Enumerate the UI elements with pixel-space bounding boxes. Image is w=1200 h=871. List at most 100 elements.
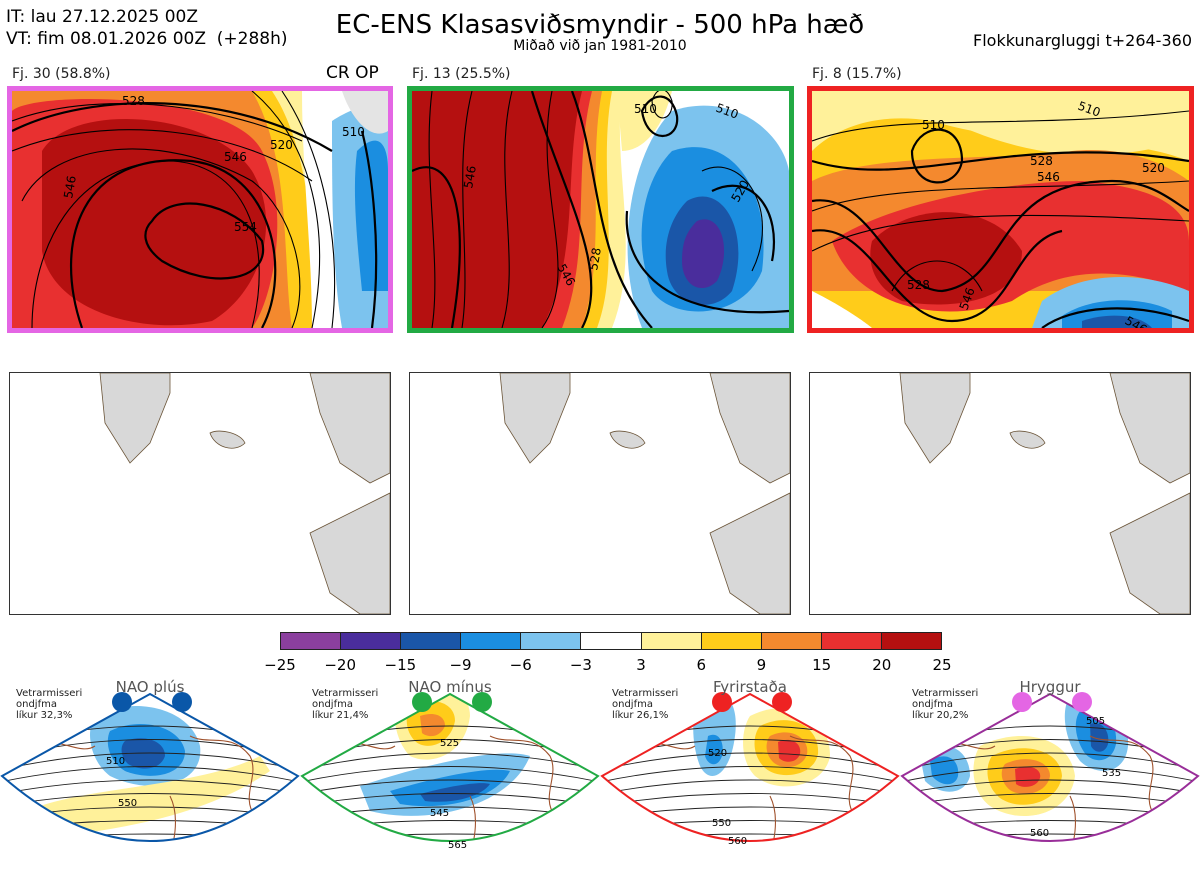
anomaly-shade: [1015, 766, 1041, 787]
regime-contour-label: 550: [118, 798, 137, 809]
regime-marker-dot: [112, 692, 132, 712]
colorbar-swatch: [821, 633, 882, 649]
anomaly-shade: [40, 756, 270, 836]
colorbar-swatch: [701, 633, 762, 649]
regime-marker-dot: [472, 692, 492, 712]
contour-label: 546: [1037, 170, 1060, 184]
colorbar-tick-label: 9: [756, 656, 767, 674]
contour-label: 546: [461, 165, 479, 190]
height-contour: [600, 861, 900, 866]
regime-contour-label: 535: [1102, 768, 1121, 779]
contour-label: 520: [1142, 161, 1165, 175]
regime-contour-label: 520: [708, 748, 727, 759]
colorbar-swatch: [521, 633, 582, 649]
height-contour: [602, 793, 898, 807]
regime-stat-line: Vetrarmisseri: [912, 688, 979, 699]
cluster-3-label: Fj. 8 (15.7%): [812, 66, 902, 82]
regime-stat-line: Vetrarmisseri: [612, 688, 679, 699]
cluster-3-field: 510 510 528 546 528 546 520 546: [812, 91, 1189, 328]
colorbar-tick-label: −6: [509, 656, 532, 674]
regime-contour-label: 560: [728, 836, 747, 847]
height-contour: [902, 779, 1198, 795]
header-info: IT: lau 27.12.2025 00Z VT: fim 08.01.202…: [6, 6, 288, 50]
regime-contour-label: 545: [430, 808, 449, 819]
height-contour: [2, 793, 298, 807]
colorbar-swatch: [581, 633, 642, 649]
contour-label: 528: [122, 94, 145, 108]
height-contour: [602, 779, 898, 795]
colorbar-swatch: [641, 633, 702, 649]
regime-panel: 510 550 NAO plús Vetrarmisseri ondjfma líkur …: [0, 676, 300, 871]
colorbar-swatch: [461, 633, 522, 649]
regime-stat-line: líkur 20,2%: [912, 710, 969, 721]
height-contour: [2, 752, 298, 771]
colorbar-swatch: [761, 633, 822, 649]
height-contour: [302, 820, 598, 831]
regime-map: 520 550 560: [600, 692, 900, 866]
height-contour: [302, 752, 598, 771]
colorbar-tick-label: −25: [264, 656, 296, 674]
height-contour: [2, 766, 298, 783]
regime-marker-dot: [412, 692, 432, 712]
height-contour: [902, 752, 1198, 771]
regime-marker-dot: [712, 692, 732, 712]
cluster-1-label: Fj. 30 (58.8%): [12, 66, 111, 82]
height-contour: [902, 766, 1198, 783]
contour-label: 528: [1030, 154, 1053, 168]
regime-outline: [0, 692, 300, 842]
regime-contour-label: 510: [106, 756, 125, 767]
height-contour: [2, 779, 298, 795]
colorbar-tick-label: 20: [872, 656, 892, 674]
colorbar-tick-label: 25: [932, 656, 952, 674]
height-contour: [2, 820, 298, 831]
regime-panel: 525 545 565 NAO mínus Vetrarmisseri ondjfma lí…: [300, 676, 600, 871]
regime-panel: 520 550 560 Fyrirstaða Vetrarmisseri ondjfma l…: [600, 676, 900, 871]
regime-stat-line: ondjfma: [16, 699, 57, 710]
height-contour: [902, 820, 1198, 831]
init-time: IT: lau 27.12.2025 00Z: [6, 7, 198, 27]
height-contour: [602, 820, 898, 831]
regime-marker-dot: [772, 692, 792, 712]
window-label: Flokkunargluggi t+264-360: [973, 31, 1192, 50]
cr-op-marker: CR OP: [326, 63, 379, 83]
height-contour: [302, 779, 598, 795]
colorbar-swatch: [281, 633, 342, 649]
height-contour: [0, 861, 300, 866]
height-contour: [900, 861, 1200, 866]
anomaly-shade: [1090, 723, 1109, 752]
regime-contour-label: 525: [440, 738, 459, 749]
colorbar-tick-label: 6: [696, 656, 707, 674]
contour-label: 546: [61, 175, 79, 200]
colorbar-tick-label: −3: [569, 656, 592, 674]
page-subtitle: Miðað við jan 1981-2010: [513, 38, 687, 54]
page-title: EC-ENS Klasasviðsmyndir - 500 hPa hæð: [335, 10, 865, 40]
anomaly-shade: [420, 783, 490, 802]
height-contour: [302, 766, 598, 783]
contour-label: 510: [342, 125, 365, 139]
contour-label: 528: [907, 278, 930, 292]
colorbar-tick-label: −9: [449, 656, 472, 674]
colorbar-tick-label: −20: [324, 656, 356, 674]
valid-time: VT: fim 08.01.2026 00Z (+288h): [6, 29, 288, 49]
regime-stats: Vetrarmisseri ondjfma líkur 21,4%: [312, 688, 378, 721]
regime-title: Hryggur: [1019, 678, 1081, 696]
contour-label: 510: [922, 118, 945, 132]
colorbar-tick-label: 15: [812, 656, 832, 674]
anomaly-shade: [778, 739, 801, 762]
regime-map: 525 545 565: [300, 692, 600, 866]
height-contour: [602, 766, 898, 783]
regime-marker-dot: [172, 692, 192, 712]
regime-contour-label: 505: [1086, 716, 1105, 727]
regime-map: 510 550: [0, 692, 300, 866]
anomaly-shade: [420, 714, 445, 737]
cluster-2-label: Fj. 13 (25.5%): [412, 66, 511, 82]
height-contour: [302, 793, 598, 807]
regime-map: 505 535 560: [900, 692, 1200, 866]
cluster-1-map: 528 520 546 554 546 510: [7, 86, 393, 333]
height-contour: [300, 861, 600, 866]
anomaly-shade: [705, 734, 723, 765]
blank-map-2: [409, 372, 791, 615]
cluster-2-field: 510 546 546 528 520 510: [412, 91, 789, 328]
regime-stat-line: líkur 21,4%: [312, 710, 369, 721]
regime-stat-line: líkur 32,3%: [16, 710, 73, 721]
